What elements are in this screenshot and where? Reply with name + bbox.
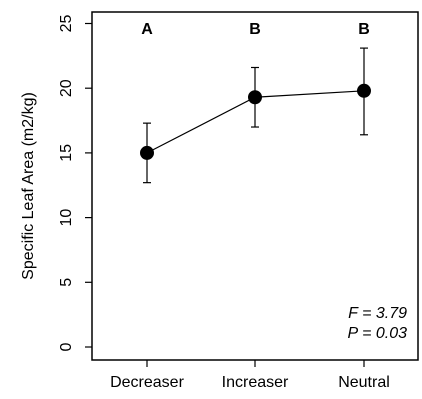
x-axis: Decreaser Increaser Neutral <box>110 360 390 391</box>
y-axis: 0 5 10 15 20 25 <box>58 15 92 351</box>
p-value: P = 0.03 <box>348 325 408 342</box>
y-axis-label: Specific Leaf Area (m2/kg) <box>20 92 37 280</box>
group-letter-0: A <box>141 21 153 38</box>
x-tick-label-1: Increaser <box>222 374 289 391</box>
y-tick-label-5: 25 <box>58 15 75 33</box>
y-tick-label-0: 0 <box>58 342 75 351</box>
data-points <box>140 83 371 160</box>
error-bars <box>143 47 368 184</box>
data-point-2 <box>357 83 371 98</box>
group-letter-1: B <box>249 21 261 38</box>
x-tick-label-2: Neutral <box>338 374 390 391</box>
y-tick-label-3: 15 <box>58 144 75 162</box>
y-tick-label-2: 10 <box>58 209 75 227</box>
y-tick-label-4: 20 <box>58 79 75 97</box>
group-letter-2: B <box>358 21 370 38</box>
y-tick-label-1: 5 <box>58 278 75 287</box>
data-point-0 <box>140 145 154 160</box>
data-point-1 <box>248 90 262 105</box>
f-statistic: F = 3.79 <box>348 305 407 322</box>
x-tick-label-0: Decreaser <box>110 374 184 391</box>
